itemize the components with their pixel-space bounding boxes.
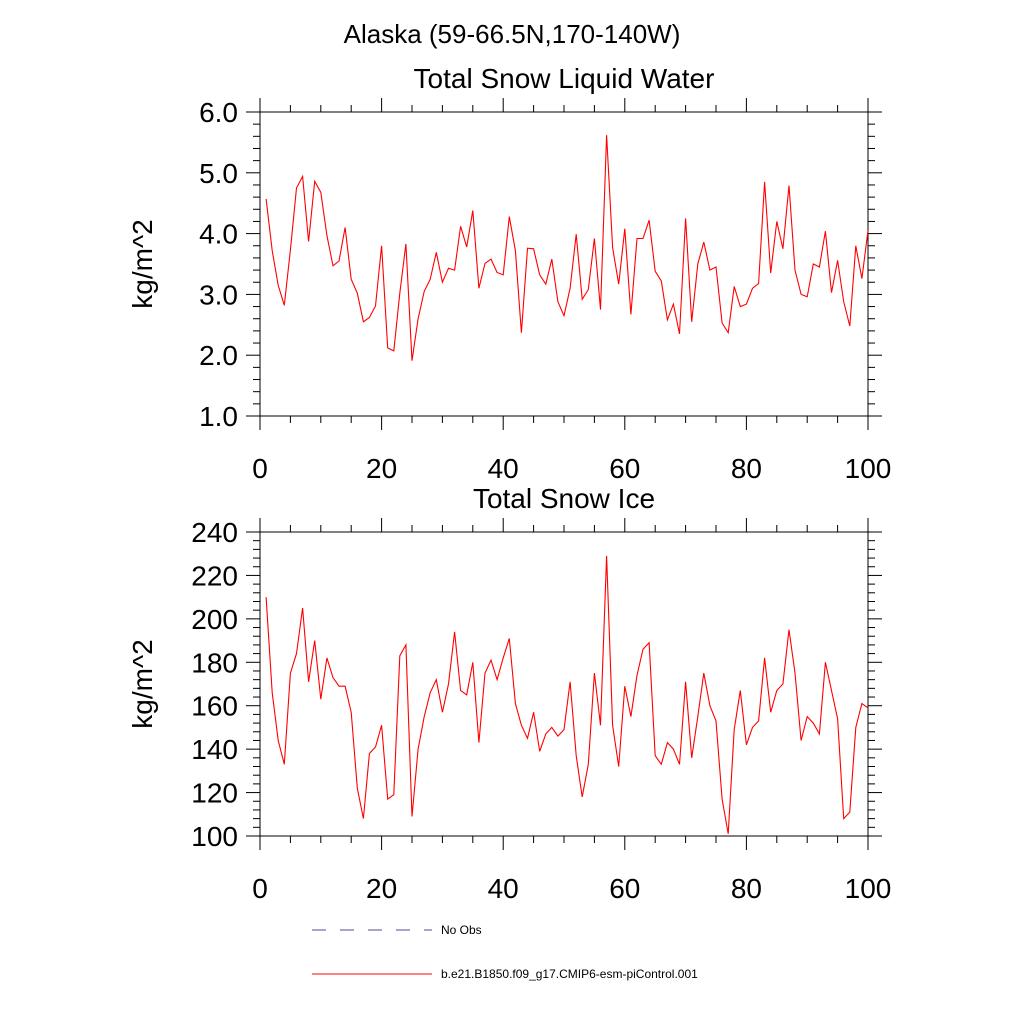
panel-total-snow-liquid-water: Total Snow Liquid Water kg/m^2 0 20 40 60 80 10…	[127, 63, 891, 484]
x-tick-label: 60	[609, 453, 640, 484]
x-tick-label: 80	[731, 873, 762, 904]
y-tick-label: 200	[191, 604, 238, 635]
x-tick-label: 0	[252, 873, 268, 904]
y-axis-label: kg/m^2	[127, 639, 158, 728]
legend-no-obs-label: No Obs	[441, 923, 482, 937]
y-axis-label: kg/m^2	[127, 219, 158, 308]
x-tick-label: 60	[609, 873, 640, 904]
legend-model-label: b.e21.B1850.f09_g17.CMIP6-esm-piControl.…	[441, 967, 698, 981]
x-tick-label: 80	[731, 453, 762, 484]
y-tick-label: 120	[191, 778, 238, 809]
series-line	[265, 135, 869, 361]
y-tick-label: 4.0	[199, 219, 238, 250]
plot-frame	[259, 531, 869, 837]
y-tick-label: 160	[191, 691, 238, 722]
legend: No Obs b.e21.B1850.f09_g17.CMIP6-esm-piC…	[312, 923, 698, 981]
y-tick-label: 5.0	[199, 158, 238, 189]
y-tick-label: 6.0	[199, 97, 238, 128]
x-tick-label: 20	[366, 873, 397, 904]
series-line	[265, 555, 869, 834]
panel-title: Total Snow Ice	[473, 483, 655, 514]
y-tick-label: 240	[191, 517, 238, 548]
y-tick-label: 2.0	[199, 340, 238, 371]
x-tick-label: 40	[488, 453, 519, 484]
figure-title: Alaska (59-66.5N,170-140W)	[344, 19, 681, 49]
x-tick-label: 40	[488, 873, 519, 904]
y-tick-label: 100	[191, 821, 238, 852]
y-tick-label: 220	[191, 560, 238, 591]
y-tick-label: 3.0	[199, 279, 238, 310]
panel-total-snow-ice: Total Snow Ice kg/m^2 0 20 40 60 80 100 100 120 14…	[127, 483, 891, 904]
x-tick-label: 0	[252, 453, 268, 484]
x-tick-label: 100	[845, 873, 892, 904]
y-tick-label: 140	[191, 734, 238, 765]
plot-frame	[259, 111, 869, 417]
x-tick-label: 20	[366, 453, 397, 484]
y-tick-label: 180	[191, 647, 238, 678]
y-tick-label: 1.0	[199, 401, 238, 432]
panel-title: Total Snow Liquid Water	[414, 63, 715, 94]
x-tick-label: 100	[845, 453, 892, 484]
